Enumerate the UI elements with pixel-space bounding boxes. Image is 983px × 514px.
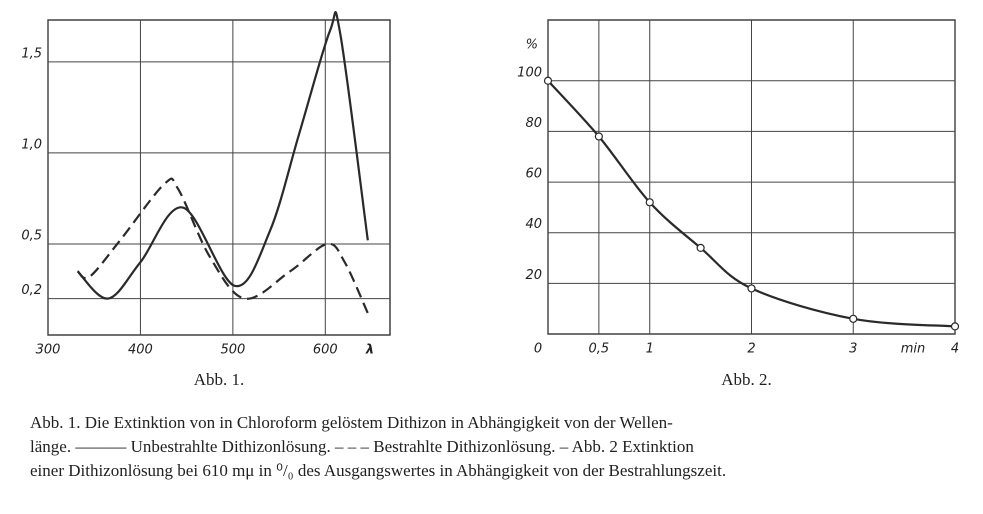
caption-line: einer Dithizonlösung bei 610 mμ in ⁰/₀ d… [30, 461, 726, 480]
data-point [543, 76, 553, 85]
x-tick-label: 500 [220, 343, 245, 358]
y-tick-label: 40 [525, 217, 542, 232]
x-tick-label: 0,5 [589, 342, 610, 357]
data-point [696, 243, 705, 253]
data-point [594, 132, 603, 141]
x-tick-label: 1 [646, 342, 654, 357]
chart-title: Abb. 2. [721, 370, 772, 389]
data-point [645, 198, 654, 207]
y-tick-label: 100 [517, 65, 542, 80]
data-line [76, 177, 369, 314]
y-tick-label: 1,0 [21, 137, 42, 152]
y-tick-label: 60 [525, 167, 542, 182]
plot-frame [47, 19, 391, 336]
x-tick-label: 0 [534, 342, 542, 357]
y-tick-label: 0,5 [21, 228, 42, 243]
x-tick-label: 400 [128, 343, 153, 358]
x-tick-label: 3 [849, 342, 857, 357]
y-tick-label: 1,5 [21, 46, 42, 61]
caption-line: Abb. 1. Die Extinktion von in Chloroform… [30, 413, 673, 432]
data-line [76, 11, 369, 300]
caption-line: länge. ——— Unbestrahlte Dithizonlösung. … [30, 437, 694, 456]
x-tick-label: 600 [313, 343, 338, 358]
x-tick-label: 300 [36, 343, 61, 358]
data-point [950, 322, 960, 331]
data-point [849, 314, 858, 323]
y-tick-label: 80 [525, 116, 542, 131]
y-tick-label: 20 [525, 268, 542, 283]
y-axis-label: % [526, 38, 538, 53]
data-point [747, 284, 756, 293]
chart-title: Abb. 1. [194, 370, 245, 389]
y-tick-label: 0,2 [21, 283, 42, 298]
x-tick-label: 2 [747, 342, 755, 357]
x-axis-label: min [901, 342, 926, 357]
x-axis-label: λ [365, 343, 374, 358]
x-tick-label: 4 [951, 342, 959, 357]
